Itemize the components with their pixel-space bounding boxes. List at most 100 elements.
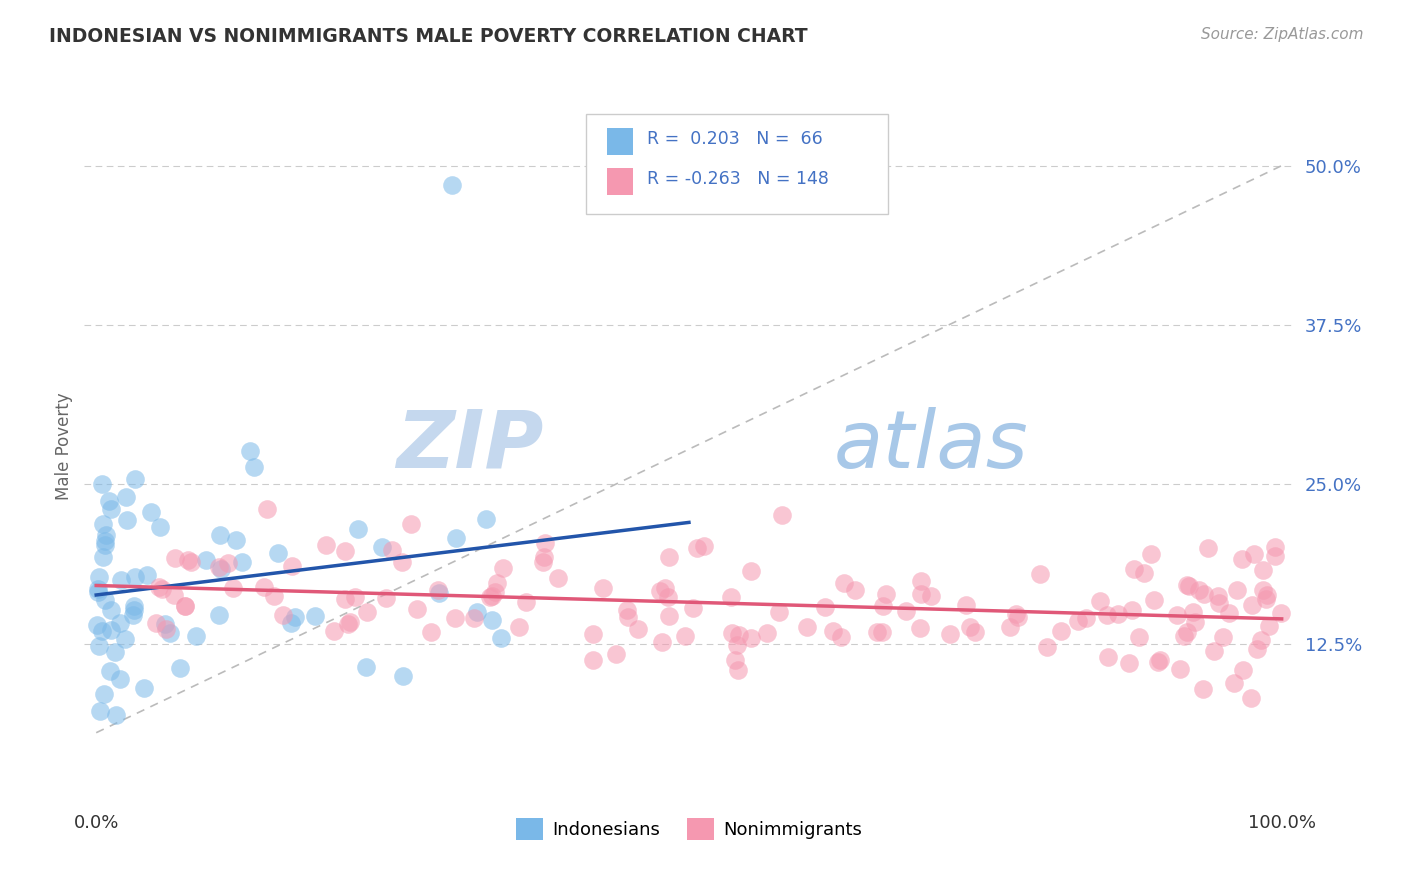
- Point: [1230, 551, 1253, 566]
- Point: [221, 581, 243, 595]
- Point: [1128, 630, 1150, 644]
- Point: [1212, 630, 1234, 644]
- Point: [1257, 619, 1279, 633]
- Point: [1208, 596, 1230, 610]
- Point: [908, 621, 931, 635]
- Point: [515, 595, 537, 609]
- Point: [1067, 614, 1090, 628]
- Point: [866, 625, 889, 640]
- Point: [217, 556, 239, 570]
- Point: [693, 539, 716, 553]
- Point: [1173, 629, 1195, 643]
- Point: [108, 616, 131, 631]
- Point: [346, 522, 368, 536]
- Point: [335, 544, 357, 558]
- Point: [648, 584, 671, 599]
- Point: [304, 609, 326, 624]
- Point: [870, 624, 893, 639]
- Point: [256, 502, 278, 516]
- Point: [174, 599, 197, 614]
- Point: [180, 555, 202, 569]
- Point: [100, 603, 122, 617]
- Point: [1005, 607, 1028, 622]
- Point: [486, 575, 509, 590]
- Point: [592, 582, 614, 596]
- Point: [392, 669, 415, 683]
- Point: [337, 617, 360, 632]
- Text: atlas: atlas: [834, 407, 1029, 485]
- Point: [654, 581, 676, 595]
- Point: [208, 559, 231, 574]
- Point: [93, 687, 115, 701]
- Point: [253, 580, 276, 594]
- Point: [132, 681, 155, 695]
- Point: [998, 619, 1021, 633]
- Point: [148, 580, 170, 594]
- Point: [1049, 624, 1071, 638]
- Point: [1175, 578, 1198, 592]
- Text: Source: ZipAtlas.com: Source: ZipAtlas.com: [1201, 27, 1364, 42]
- Point: [658, 609, 681, 624]
- Point: [104, 708, 127, 723]
- Point: [844, 582, 866, 597]
- Point: [1181, 605, 1204, 619]
- Point: [875, 587, 897, 601]
- Point: [727, 663, 749, 677]
- Point: [1256, 588, 1278, 602]
- Text: INDONESIAN VS NONIMMIGRANTS MALE POVERTY CORRELATION CHART: INDONESIAN VS NONIMMIGRANTS MALE POVERTY…: [49, 27, 808, 45]
- Point: [1218, 607, 1240, 621]
- Point: [1243, 547, 1265, 561]
- Point: [1074, 611, 1097, 625]
- Point: [1036, 640, 1059, 655]
- Point: [124, 472, 146, 486]
- Point: [1250, 633, 1272, 648]
- Point: [1226, 583, 1249, 598]
- Point: [124, 570, 146, 584]
- Point: [478, 590, 501, 604]
- Point: [481, 613, 503, 627]
- Bar: [607, 128, 633, 155]
- Point: [720, 590, 742, 604]
- Point: [271, 608, 294, 623]
- Point: [1095, 607, 1118, 622]
- Point: [371, 540, 394, 554]
- Point: [122, 603, 145, 617]
- Point: [93, 538, 115, 552]
- Point: [122, 608, 145, 623]
- Point: [1192, 681, 1215, 696]
- Text: ZIP: ZIP: [396, 407, 544, 485]
- Point: [1264, 540, 1286, 554]
- Point: [406, 602, 429, 616]
- Point: [1122, 562, 1144, 576]
- Point: [115, 513, 138, 527]
- Point: [281, 558, 304, 573]
- Point: [1254, 592, 1277, 607]
- Point: [124, 599, 146, 613]
- Bar: [607, 168, 633, 194]
- Point: [225, 533, 247, 547]
- Point: [104, 644, 127, 658]
- Point: [100, 623, 122, 637]
- Point: [463, 611, 485, 625]
- Point: [724, 653, 747, 667]
- Point: [165, 550, 187, 565]
- Point: [208, 528, 231, 542]
- Point: [1107, 607, 1129, 621]
- Point: [467, 605, 489, 619]
- Point: [356, 605, 378, 619]
- FancyBboxPatch shape: [586, 114, 889, 214]
- Point: [443, 610, 465, 624]
- Point: [1097, 650, 1119, 665]
- Legend: Indonesians, Nonimmigrants: Indonesians, Nonimmigrants: [509, 811, 869, 847]
- Point: [740, 564, 762, 578]
- Point: [939, 627, 962, 641]
- Point: [823, 624, 845, 638]
- Point: [114, 632, 136, 647]
- Point: [796, 620, 818, 634]
- Point: [162, 588, 184, 602]
- Point: [1197, 541, 1219, 556]
- Point: [1175, 625, 1198, 640]
- Point: [150, 582, 173, 597]
- Point: [1184, 615, 1206, 629]
- Point: [673, 629, 696, 643]
